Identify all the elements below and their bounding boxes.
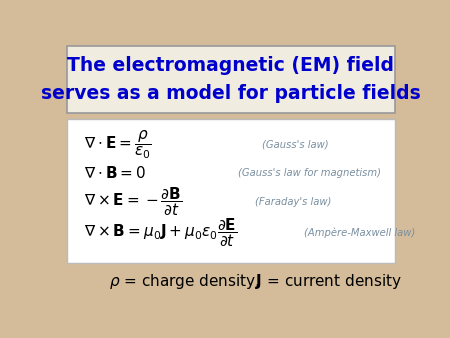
Text: $\rho$ = charge density,: $\rho$ = charge density, xyxy=(108,272,260,291)
Text: (Ampère-Maxwell law): (Ampère-Maxwell law) xyxy=(304,227,415,238)
Text: $\mathbf{J}$ = current density: $\mathbf{J}$ = current density xyxy=(255,272,402,291)
Text: (Gauss's law): (Gauss's law) xyxy=(262,140,328,150)
FancyBboxPatch shape xyxy=(67,119,395,263)
Text: serves as a model for particle fields: serves as a model for particle fields xyxy=(41,84,420,103)
Text: (Faraday's law): (Faraday's law) xyxy=(255,197,331,207)
FancyBboxPatch shape xyxy=(67,46,395,114)
Text: $\nabla \cdot \mathbf{B} = 0$: $\nabla \cdot \mathbf{B} = 0$ xyxy=(84,165,146,181)
Text: $\nabla \times \mathbf{E} = -\dfrac{\partial \mathbf{B}}{\partial t}$: $\nabla \times \mathbf{E} = -\dfrac{\par… xyxy=(84,186,183,218)
Text: $\nabla \times \mathbf{B} = \mu_0 \mathbf{J} + \mu_0\varepsilon_0\dfrac{\partial: $\nabla \times \mathbf{B} = \mu_0 \mathb… xyxy=(84,216,238,249)
Text: The electromagnetic (EM) field: The electromagnetic (EM) field xyxy=(67,56,394,75)
Text: (Gauss's law for magnetism): (Gauss's law for magnetism) xyxy=(238,168,381,178)
Text: $\nabla \cdot \mathbf{E} = \dfrac{\rho}{\varepsilon_0}$: $\nabla \cdot \mathbf{E} = \dfrac{\rho}{… xyxy=(84,129,152,161)
